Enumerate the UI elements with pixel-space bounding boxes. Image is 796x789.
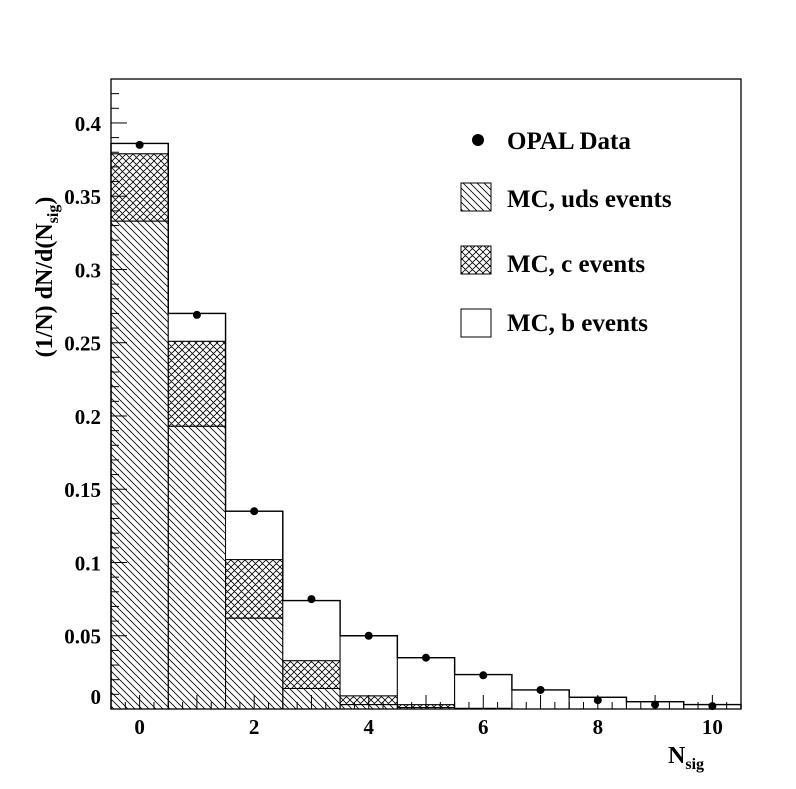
- stacked-bars: [110, 142, 742, 710]
- data-point-opal-6: [479, 671, 488, 680]
- legend-marker-opal-data: [472, 134, 484, 146]
- legend-swatch-b: [460, 308, 492, 338]
- y-tick-label-0_25: 0.25: [64, 332, 101, 356]
- x-tick-label-0: 0: [134, 715, 145, 739]
- x-tick-label-6: 6: [478, 715, 489, 739]
- legend-label-b: MC, b events: [507, 310, 648, 337]
- data-point-opal-5: [422, 653, 430, 662]
- bar-crosshatch-bin-1: [167, 340, 227, 427]
- bar-open-bin-4: [339, 635, 398, 697]
- axis-ticks: [111, 78, 728, 710]
- data-point-opal-2: [250, 507, 259, 516]
- x-tick-label-10: 10: [702, 715, 723, 739]
- legend-swatch-uds: [460, 182, 492, 212]
- data-point-opal-0: [135, 140, 144, 149]
- x-tick-label-8: 8: [593, 715, 604, 739]
- y-tick-label-0_2: 0.2: [75, 405, 101, 429]
- y-tick-label-0_4: 0.4: [75, 112, 102, 136]
- y-tick-label-0_15: 0.15: [64, 478, 101, 502]
- data-point-opal-3: [307, 595, 316, 604]
- y-tick-label-0_35: 0.35: [64, 185, 101, 209]
- y-tick-label-0_05: 0.05: [64, 625, 101, 649]
- data-point-opal-4: [364, 631, 373, 640]
- bar-hatch-bin-0: [110, 220, 169, 710]
- y-axis-title: (1/N) dN/d(Nsig): [32, 197, 62, 358]
- bar-crosshatch-bin-0: [110, 153, 169, 222]
- x-tick-label-4: 4: [363, 715, 374, 739]
- legend-label-c: MC, c events: [507, 251, 645, 278]
- y-tick-label-0: 0: [91, 685, 102, 709]
- axis-tick-labels: 0 2 4 6 8 10 0 0.05 0.1 0.15 0.2 0.25 0.3 0.35 0.4: [64, 112, 723, 739]
- x-axis-title: Nsig: [668, 743, 704, 773]
- bar-open-bin-3: [282, 600, 341, 662]
- y-tick-label-0_3: 0.3: [75, 258, 101, 282]
- legend: OPAL Data MC, uds events MC, c events MC…: [460, 128, 672, 338]
- legend-swatch-c: [460, 245, 492, 275]
- bar-crosshatch-bin-3: [282, 660, 341, 689]
- x-tick-label-2: 2: [249, 715, 260, 739]
- y-tick-label-0_1: 0.1: [75, 551, 101, 575]
- legend-label-opal-data: OPAL Data: [507, 128, 631, 155]
- bar-hatch-bin-1: [167, 425, 227, 710]
- bar-open-bin-2: [225, 510, 284, 561]
- legend-label-uds: MC, uds events: [507, 186, 672, 213]
- data-point-opal-7: [536, 685, 545, 694]
- bar-crosshatch-bin-2: [225, 559, 284, 619]
- data-point-opal-1: [192, 310, 201, 319]
